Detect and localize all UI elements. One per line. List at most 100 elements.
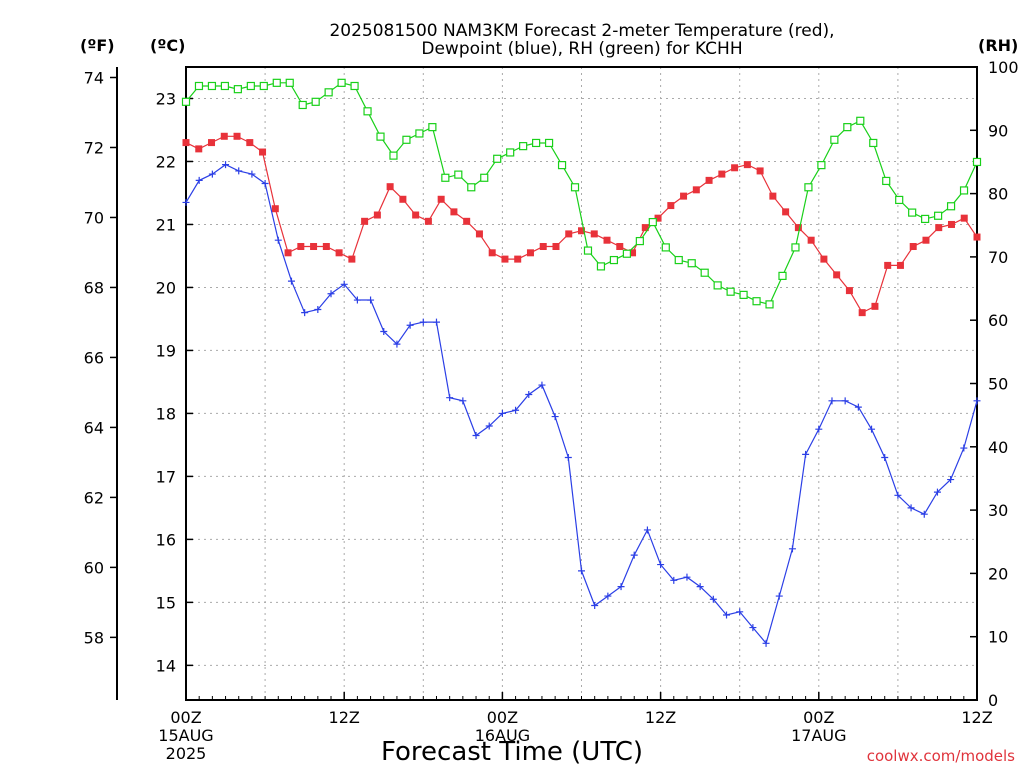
tick-labels: 5860626466687072741415161718192021222301… — [84, 58, 1019, 763]
rh-point — [441, 173, 450, 182]
temperature-point — [424, 217, 432, 225]
rh-point — [324, 88, 333, 97]
axes — [110, 66, 978, 701]
dewpoint-point — [393, 340, 401, 348]
rh-unit-label: (RH) — [978, 36, 1018, 55]
temperature-point — [705, 176, 713, 184]
rh-point — [700, 268, 709, 277]
temperature-point — [692, 186, 700, 194]
temperature-point — [195, 145, 203, 153]
rh-point — [804, 183, 813, 192]
dewpoint-point — [432, 318, 440, 326]
dewpoint-point — [947, 476, 955, 484]
rh-point — [661, 243, 670, 252]
dewpoint-point — [709, 595, 717, 603]
x-tick-label: 12Z — [645, 708, 676, 727]
dewpoint-point — [208, 170, 216, 178]
temperature-point — [858, 309, 866, 317]
rh-point — [739, 290, 748, 299]
rh-point — [428, 123, 437, 132]
temperature-point — [501, 255, 509, 263]
temperature-point — [743, 161, 751, 169]
temperature-point — [718, 170, 726, 178]
temperature-point — [680, 192, 688, 200]
temperature-point — [399, 195, 407, 203]
temperature-point — [947, 220, 955, 228]
temperature-point — [271, 205, 279, 213]
rh-tick-label: 30 — [988, 501, 1008, 520]
temperature-point — [450, 208, 458, 216]
temperature-point — [552, 243, 560, 251]
dewpoint-point — [762, 639, 770, 647]
rh-point — [674, 255, 683, 265]
dewpoint-point — [578, 567, 585, 575]
rh-point — [557, 161, 567, 170]
temperature-point — [896, 261, 904, 269]
rh-point — [363, 107, 372, 116]
temperature-point — [246, 139, 254, 147]
temperature-point — [361, 217, 369, 225]
rh-point — [467, 183, 476, 192]
rh-point — [389, 151, 398, 160]
temperature-point — [284, 249, 292, 257]
rh-point — [194, 81, 204, 91]
dewpoint-point — [512, 406, 520, 414]
rh-point — [532, 138, 541, 148]
temperature-point — [488, 249, 496, 257]
fahrenheit-tick-label: 70 — [84, 208, 104, 227]
rh-point — [856, 116, 865, 125]
rh-point — [817, 161, 826, 170]
fahrenheit-tick-label: 74 — [84, 68, 104, 87]
dewpoint-point — [248, 170, 256, 178]
rh-tick-label: 0 — [988, 691, 998, 710]
temperature-point — [769, 192, 777, 200]
temperature-point — [259, 148, 267, 156]
dewpoint-point — [472, 431, 480, 439]
rh-point — [454, 170, 463, 179]
rh-point — [596, 262, 606, 271]
rh-point — [519, 142, 528, 151]
rh-point — [207, 81, 217, 91]
rh-point — [622, 249, 631, 258]
dewpoint-point — [551, 413, 559, 421]
dewpoint-point — [525, 391, 533, 399]
temperature-point — [807, 236, 815, 244]
dewpoint-point — [287, 277, 295, 285]
rh-point — [946, 202, 956, 211]
temperature-point — [514, 255, 522, 263]
dewpoint-point — [683, 573, 691, 581]
rh-point — [830, 135, 839, 144]
rh-point — [687, 259, 696, 268]
celsius-tick-label: 17 — [156, 467, 176, 486]
temperature-point — [590, 230, 598, 238]
rh-tick-label: 90 — [988, 121, 1008, 140]
dewpoint-point — [367, 296, 375, 304]
rh-tick-label: 100 — [988, 58, 1019, 77]
rh-tick-label: 40 — [988, 438, 1008, 457]
rh-point — [895, 195, 904, 205]
temperature-point — [845, 287, 853, 295]
temperature-point — [909, 243, 917, 251]
dewpoint-point — [657, 561, 665, 569]
temperature-point — [922, 236, 930, 244]
temperature-point — [565, 230, 573, 238]
rh-point — [843, 123, 852, 132]
rh-tick-label: 20 — [988, 564, 1008, 583]
dewpoint-point — [340, 280, 348, 288]
temperature-point — [386, 183, 394, 191]
temperature-point — [667, 202, 675, 210]
rh-point — [570, 183, 580, 192]
temperature-point — [463, 217, 471, 225]
dewpoint-point — [749, 624, 757, 632]
x-tick-year-label: 2025 — [166, 744, 207, 763]
temperature-point — [782, 208, 790, 216]
temperature-point — [220, 132, 228, 140]
temperature-point — [603, 236, 611, 244]
fahrenheit-tick-label: 60 — [84, 558, 104, 577]
temperature-point — [629, 249, 637, 257]
rh-point — [765, 300, 774, 309]
celsius-tick-label: 20 — [156, 278, 176, 297]
temperature-point — [731, 164, 739, 172]
rh-point — [415, 129, 424, 138]
x-tick-date-label: 15AUG — [158, 726, 213, 745]
